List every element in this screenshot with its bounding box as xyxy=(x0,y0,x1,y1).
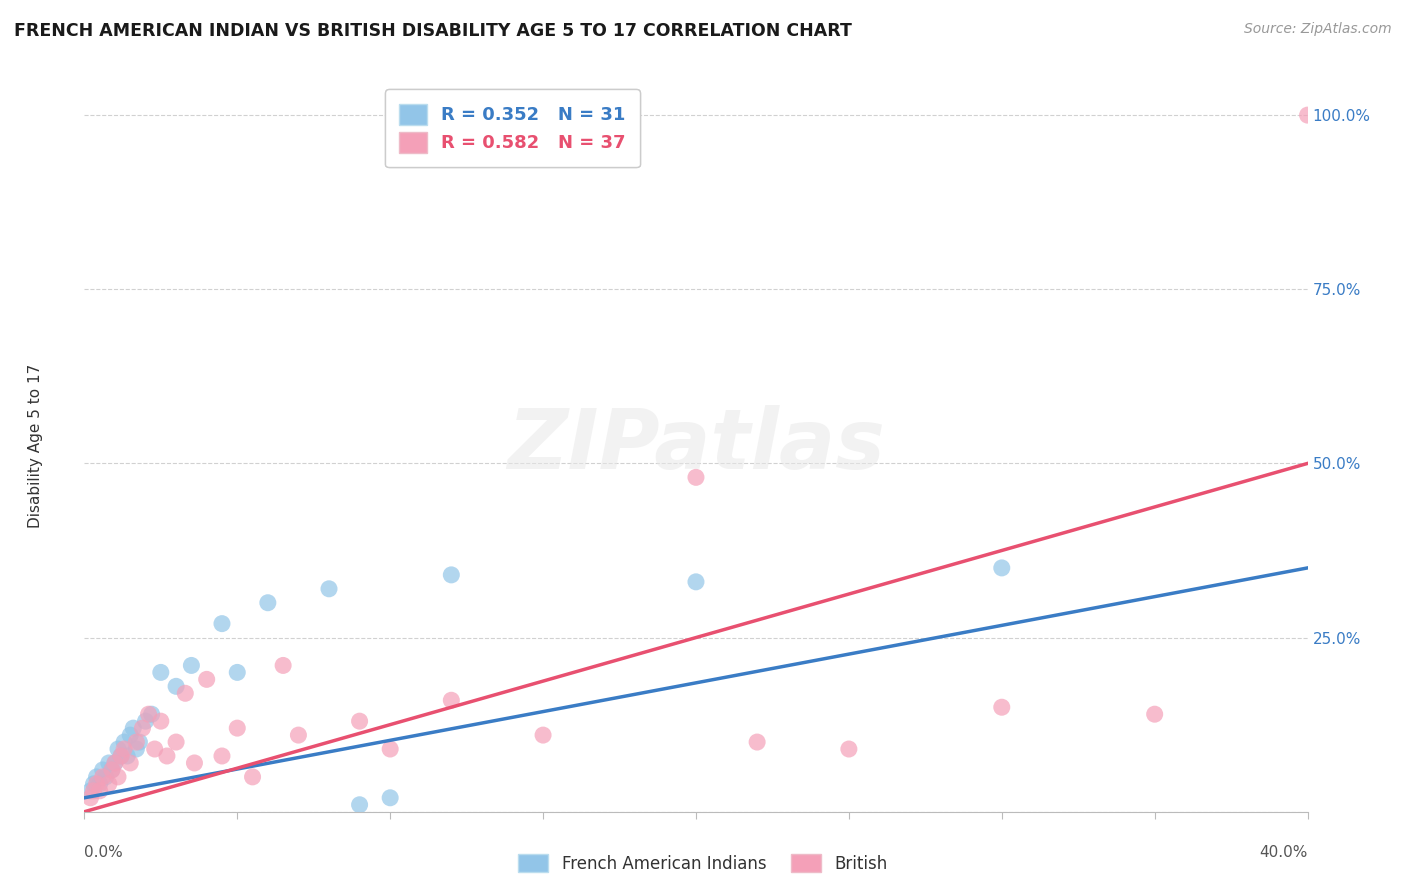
Point xyxy=(242,770,264,784)
Text: FRENCH AMERICAN INDIAN VS BRITISH DISABILITY AGE 5 TO 17 CORRELATION CHART: FRENCH AMERICAN INDIAN VS BRITISH DISABI… xyxy=(14,22,852,40)
Point xyxy=(131,721,153,735)
Point xyxy=(94,770,117,784)
Point xyxy=(141,707,163,722)
Point xyxy=(226,665,249,680)
Point xyxy=(91,763,114,777)
Point xyxy=(990,700,1012,714)
Point xyxy=(195,673,218,687)
Point xyxy=(143,742,166,756)
Point xyxy=(745,735,768,749)
Text: 40.0%: 40.0% xyxy=(1260,845,1308,860)
Point xyxy=(211,616,233,631)
Point xyxy=(83,784,105,798)
Point xyxy=(125,742,148,756)
Point xyxy=(1143,707,1166,722)
Point xyxy=(440,693,463,707)
Point xyxy=(138,707,160,722)
Point xyxy=(97,777,120,791)
Point xyxy=(165,735,187,749)
Point xyxy=(86,770,108,784)
Point xyxy=(838,742,860,756)
Point xyxy=(149,714,172,728)
Point xyxy=(380,790,402,805)
Point xyxy=(685,574,707,589)
Text: 0.0%: 0.0% xyxy=(84,845,124,860)
Point xyxy=(89,784,111,798)
Point xyxy=(112,742,135,756)
Point xyxy=(122,721,145,735)
Point xyxy=(91,770,114,784)
Point xyxy=(149,665,172,680)
Point xyxy=(271,658,294,673)
Point xyxy=(110,749,132,764)
Point xyxy=(107,770,129,784)
Point xyxy=(110,749,132,764)
Point xyxy=(165,679,187,693)
Point xyxy=(112,735,135,749)
Point xyxy=(685,470,707,484)
Point xyxy=(86,777,108,791)
Point xyxy=(287,728,309,742)
Point xyxy=(380,742,402,756)
Point xyxy=(104,756,127,770)
Point xyxy=(104,756,127,770)
Text: ZIPatlas: ZIPatlas xyxy=(508,406,884,486)
Point xyxy=(990,561,1012,575)
Point xyxy=(107,742,129,756)
Point xyxy=(120,728,142,742)
Point xyxy=(257,596,280,610)
Point xyxy=(120,756,142,770)
Legend: French American Indians, British: French American Indians, British xyxy=(512,847,894,880)
Point xyxy=(128,735,150,749)
Point xyxy=(101,763,124,777)
Point xyxy=(97,756,120,770)
Text: Source: ZipAtlas.com: Source: ZipAtlas.com xyxy=(1244,22,1392,37)
Point xyxy=(79,790,101,805)
Point xyxy=(1296,108,1319,122)
Point xyxy=(83,777,105,791)
Point xyxy=(531,728,554,742)
Legend: R = 0.352   N = 31, R = 0.582   N = 37: R = 0.352 N = 31, R = 0.582 N = 37 xyxy=(385,89,640,167)
Point xyxy=(349,797,371,812)
Point xyxy=(89,777,111,791)
Point xyxy=(174,686,197,700)
Point xyxy=(101,763,124,777)
Point xyxy=(115,749,138,764)
Point xyxy=(211,749,233,764)
Point xyxy=(349,714,371,728)
Point xyxy=(156,749,179,764)
Point xyxy=(318,582,340,596)
Point xyxy=(79,784,101,798)
Point xyxy=(226,721,249,735)
Point xyxy=(183,756,205,770)
Point xyxy=(440,567,463,582)
Point xyxy=(125,735,148,749)
Point xyxy=(135,714,157,728)
Text: Disability Age 5 to 17: Disability Age 5 to 17 xyxy=(28,364,44,528)
Point xyxy=(180,658,202,673)
